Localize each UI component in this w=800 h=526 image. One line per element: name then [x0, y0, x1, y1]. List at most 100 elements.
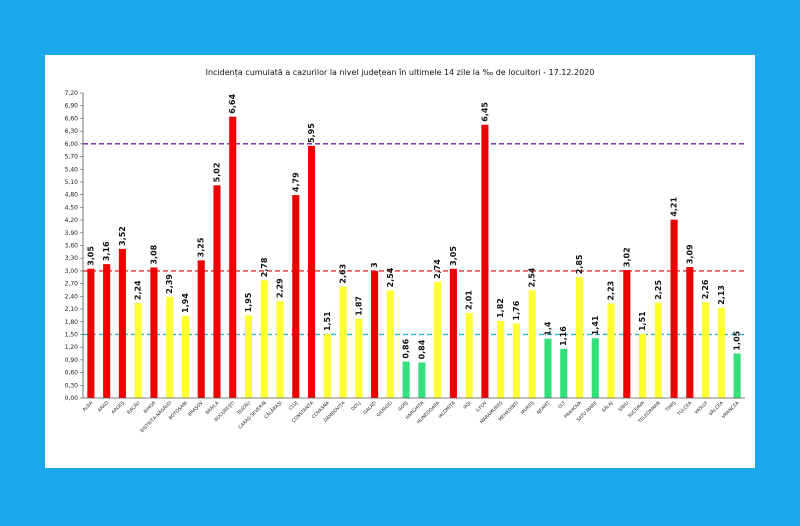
value-label: 5,02 — [212, 163, 221, 183]
x-tick-label: IAȘI — [462, 400, 472, 410]
x-tick-label: BACĂU — [125, 399, 141, 415]
y-tick-label: 7,20 — [65, 90, 79, 97]
y-tick-label: 0,60 — [65, 370, 79, 377]
y-tick-label: 3,90 — [65, 230, 79, 237]
bar — [134, 303, 142, 398]
value-label: 1,87 — [354, 296, 363, 316]
bar — [118, 248, 126, 398]
y-tick-label: 1,80 — [65, 319, 79, 326]
value-label: 3,09 — [685, 244, 694, 264]
bar — [87, 268, 95, 398]
bar — [197, 260, 205, 398]
value-label: 2,39 — [165, 274, 174, 294]
x-tick-label: BRĂILA — [204, 399, 221, 416]
reference-lines — [83, 143, 745, 336]
value-labels: 3,05 3,16 3,52 2,24 3,08 2,39 1,94 3,25 5,02 6,64… — [86, 94, 741, 360]
y-tick-label: 0,30 — [65, 382, 79, 389]
value-label: 3,02 — [622, 247, 631, 267]
value-label: 1,82 — [496, 298, 505, 318]
bar — [213, 185, 221, 398]
bar — [528, 290, 536, 398]
value-label: 3,05 — [449, 246, 458, 266]
y-tick-label: 3,00 — [65, 268, 79, 275]
value-label: 3,25 — [197, 237, 206, 257]
bar — [260, 280, 268, 398]
y-tick-label: 6,60 — [65, 115, 79, 122]
bar — [654, 302, 662, 398]
value-label: 2,13 — [717, 285, 726, 305]
value-label: 1,05 — [733, 330, 742, 350]
y-tick-label: 2,10 — [65, 306, 79, 313]
bar — [544, 338, 552, 398]
value-label: 3,05 — [86, 246, 95, 266]
value-label: 1,76 — [512, 300, 521, 320]
bar — [639, 334, 647, 398]
bar — [181, 315, 189, 398]
value-label: 1,41 — [591, 315, 600, 335]
bar — [150, 267, 158, 398]
value-label: 6,64 — [228, 94, 237, 114]
x-tick-label: BUZĂU — [236, 399, 252, 415]
bar — [418, 362, 426, 398]
value-label: 2,78 — [260, 257, 269, 277]
x-axis: ALBA ARAD ARGEȘ BACĂU BIHORBISTRIȚA-NĂSĂUDBO… — [82, 397, 745, 434]
x-tick-label: GORJ — [397, 400, 410, 413]
x-tick-label: DOLJ — [350, 400, 362, 412]
x-tick-label: SIBIU — [617, 400, 630, 413]
value-label: 0,84 — [417, 339, 426, 359]
x-tick-label: NEAMȚ — [536, 400, 552, 416]
bar — [670, 219, 678, 398]
y-tick-label: 4,80 — [65, 192, 79, 199]
y-tick-label: 3,30 — [65, 255, 79, 262]
value-label: 2,26 — [701, 279, 710, 299]
bar — [244, 315, 253, 398]
value-label: 3,16 — [102, 241, 111, 261]
value-label: 2,63 — [339, 264, 348, 284]
x-tick-label: OLT — [557, 400, 567, 410]
bar — [575, 277, 584, 398]
value-label: 4,79 — [291, 172, 300, 192]
bar — [292, 195, 300, 398]
bar — [339, 286, 347, 398]
bar — [623, 270, 631, 398]
y-axis: 0,00 0,30 0,60 0,90 1,20 1,50 1,80 2,10 2,40 2,70… — [65, 90, 84, 402]
bar — [733, 353, 741, 398]
value-label: 5,95 — [307, 123, 316, 143]
y-tick-label: 5,40 — [65, 166, 79, 173]
bar — [308, 145, 316, 398]
bar — [512, 323, 520, 398]
x-tick-label: CLUJ — [288, 400, 300, 412]
x-tick-label: ILFOV — [475, 400, 489, 414]
chart-svg: Incidența cumulată a cazurilor la nivel … — [65, 68, 745, 434]
x-tick-label: SĂLAJ — [600, 399, 614, 413]
value-label: 2,54 — [386, 267, 395, 287]
x-tick-label: BIHOR — [143, 400, 158, 415]
y-tick-label: 2,40 — [65, 293, 79, 300]
value-label: 3 — [370, 262, 379, 268]
chart-title: Incidența cumulată a cazurilor la nivel … — [206, 68, 595, 78]
x-tick-label: IALOMIȚA — [437, 400, 457, 420]
value-label: 1,95 — [244, 292, 253, 312]
y-tick-label: 5,10 — [65, 179, 79, 186]
bar — [434, 281, 442, 398]
bar — [166, 296, 174, 398]
y-tick-label: 6,00 — [65, 141, 79, 148]
bar — [591, 338, 599, 398]
x-tick-label: GIURGIU — [376, 400, 394, 418]
x-tick-label: ALBA — [82, 400, 95, 413]
bar — [717, 307, 725, 398]
value-label: 2,29 — [276, 278, 285, 298]
value-label: 0,86 — [402, 338, 411, 358]
value-label: 1,51 — [638, 311, 647, 331]
x-tick-label: ARAD — [97, 400, 111, 414]
bar — [702, 302, 710, 398]
bar — [465, 312, 473, 398]
y-tick-label: 6,90 — [65, 103, 79, 110]
x-tick-label: TULCEA — [676, 400, 694, 418]
chart-frame: Incidența cumulată a cazurilor la nivel … — [45, 55, 755, 468]
x-tick-label: VASLUI — [693, 400, 709, 416]
x-tick-label: TIMIȘ — [664, 400, 678, 414]
y-tick-label: 2,70 — [65, 281, 79, 288]
bar — [355, 318, 363, 398]
bar — [497, 320, 505, 398]
